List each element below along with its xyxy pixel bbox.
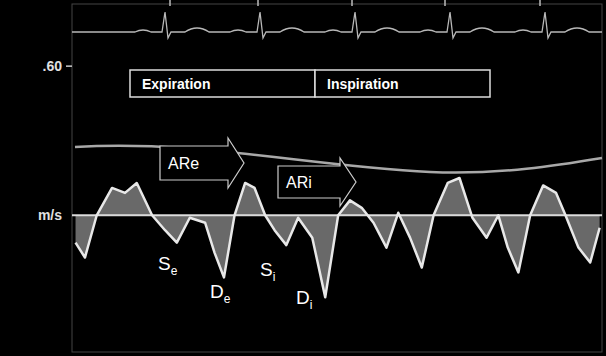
reversal-arrow xyxy=(160,138,244,188)
wave-label: Se xyxy=(158,253,178,278)
phase-box xyxy=(130,70,315,97)
annotations: Expiration Inspiration ARe ARi Se De Si Di xyxy=(130,70,490,313)
time-marker xyxy=(444,0,446,6)
wave-label: De xyxy=(210,281,231,306)
label-ground xyxy=(209,280,232,307)
label-ground xyxy=(157,252,179,279)
y-tick-label: m/s xyxy=(38,207,62,223)
wave-label: Di xyxy=(296,287,312,312)
arrow-label: ARe xyxy=(168,155,199,172)
ecg-trace xyxy=(72,12,602,38)
time-marker xyxy=(257,0,259,6)
phase-box xyxy=(315,70,490,97)
phase-label: Inspiration xyxy=(327,76,399,92)
arrow-label: ARi xyxy=(286,174,312,191)
chart: .60 m/s Expiration Inspiration ARe ARi Se De Si D… xyxy=(0,0,606,356)
time-marker xyxy=(539,0,541,6)
reversal-arrow xyxy=(278,158,356,206)
background xyxy=(0,0,606,356)
label-ground xyxy=(259,258,276,285)
y-tick-label: .60 xyxy=(43,58,63,74)
phase-label: Expiration xyxy=(142,76,210,92)
wave-label: Si xyxy=(260,259,275,284)
y-tick xyxy=(66,65,72,67)
time-marker xyxy=(169,0,171,6)
time-marker xyxy=(351,0,353,6)
label-ground xyxy=(295,286,313,313)
plot-frame xyxy=(72,4,602,352)
